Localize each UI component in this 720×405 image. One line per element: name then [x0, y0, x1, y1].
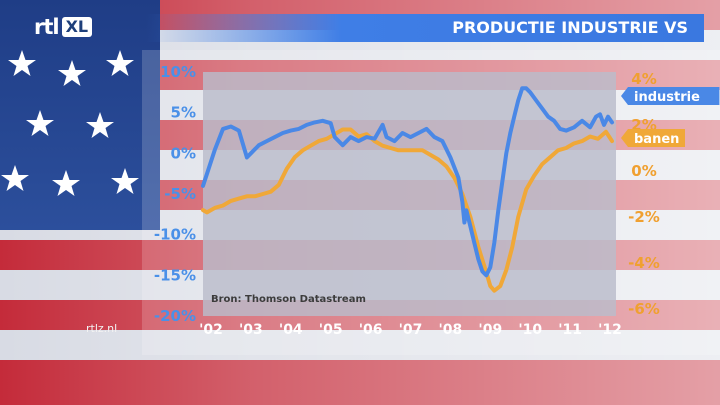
left-tick-label: -20%: [154, 307, 196, 325]
x-tick-label: '02: [199, 322, 223, 338]
legend-tag-banen: [621, 129, 685, 147]
right-tick-label: 4%: [631, 70, 656, 88]
x-tick-label: '12: [598, 322, 622, 338]
left-y-axis: 10% 5% 0% -5% -10% -15% -20%: [154, 63, 196, 325]
channel-logo: rtl XL: [34, 15, 93, 39]
x-tick-label: '09: [478, 322, 502, 338]
x-tick-label: '05: [319, 322, 343, 338]
title-bar: PRODUCTIE INDUSTRIE VS: [146, 14, 704, 42]
series-lines: [201, 86, 614, 293]
left-tick-label: -10%: [154, 226, 196, 244]
website-watermark: rtlz.nl: [86, 322, 118, 335]
right-tick-label: -6%: [628, 300, 660, 318]
series-line-banen: [201, 127, 614, 293]
right-y-axis: 4%2%0%-2%-4%-6%: [628, 70, 660, 318]
x-tick-label: '11: [558, 322, 582, 338]
x-tick-label: '03: [239, 322, 263, 338]
legend-label-banen: banen: [634, 132, 679, 147]
source-label: Bron: Thomson Datastream: [211, 294, 366, 305]
x-axis: '02 '03 '04 '05 '06 '07 '08 '09 '10 '11 '12: [199, 322, 622, 338]
flag-canton: [0, 0, 160, 230]
right-tick-label: 0%: [631, 162, 656, 180]
logo-rtl: rtl: [34, 15, 60, 39]
x-tick-label: '06: [359, 322, 383, 338]
x-tick-label: '07: [399, 322, 423, 338]
x-tick-label: '08: [439, 322, 463, 338]
left-tick-label: -15%: [154, 266, 196, 284]
left-tick-label: 0%: [171, 144, 196, 162]
x-tick-label: '10: [518, 322, 542, 338]
x-tick-label: '04: [279, 322, 303, 338]
right-tick-label: -4%: [628, 254, 660, 272]
right-tick-label: -2%: [628, 208, 660, 226]
series-line-industrie: [201, 86, 614, 278]
left-tick-label: 5%: [171, 104, 196, 122]
flag-stars: [1, 50, 139, 196]
left-tick-label: 10%: [160, 63, 196, 81]
legend: industrie banen: [621, 87, 720, 147]
chart-title: PRODUCTIE INDUSTRIE VS: [452, 18, 688, 37]
legend-label-industrie: industrie: [634, 90, 700, 105]
logo-xl: XL: [61, 17, 93, 37]
legend-tag-industrie: [621, 87, 720, 105]
left-tick-label: -5%: [164, 185, 196, 203]
